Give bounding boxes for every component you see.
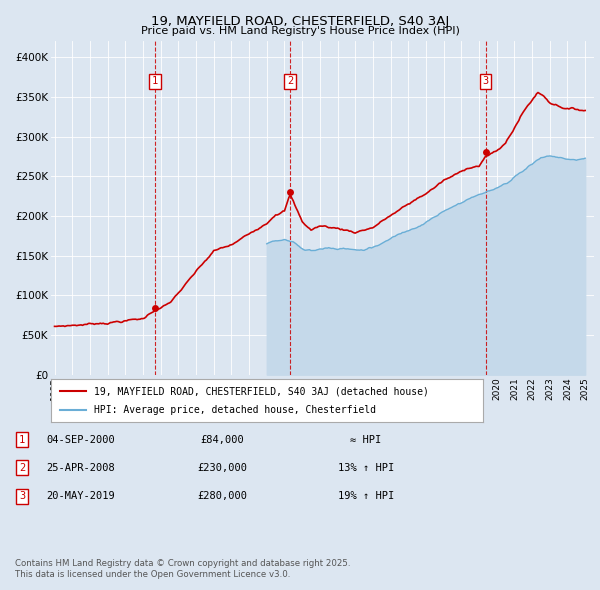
Text: £280,000: £280,000 [197,491,247,501]
Text: 2: 2 [287,76,293,86]
Text: 20-MAY-2019: 20-MAY-2019 [47,491,115,501]
Text: Price paid vs. HM Land Registry's House Price Index (HPI): Price paid vs. HM Land Registry's House … [140,26,460,36]
Text: 19% ↑ HPI: 19% ↑ HPI [338,491,394,501]
Text: This data is licensed under the Open Government Licence v3.0.: This data is licensed under the Open Gov… [15,571,290,579]
Text: 3: 3 [19,491,25,501]
Text: 04-SEP-2000: 04-SEP-2000 [47,435,115,444]
Text: Contains HM Land Registry data © Crown copyright and database right 2025.: Contains HM Land Registry data © Crown c… [15,559,350,568]
Text: 25-APR-2008: 25-APR-2008 [47,463,115,473]
Text: 1: 1 [152,76,158,86]
Text: HPI: Average price, detached house, Chesterfield: HPI: Average price, detached house, Ches… [94,405,376,415]
Text: 19, MAYFIELD ROAD, CHESTERFIELD, S40 3AJ (detached house): 19, MAYFIELD ROAD, CHESTERFIELD, S40 3AJ… [94,386,429,396]
Text: 19, MAYFIELD ROAD, CHESTERFIELD, S40 3AJ: 19, MAYFIELD ROAD, CHESTERFIELD, S40 3AJ [151,15,449,28]
Text: £84,000: £84,000 [200,435,244,444]
Text: 3: 3 [482,76,489,86]
Text: 2: 2 [19,463,25,473]
Text: 13% ↑ HPI: 13% ↑ HPI [338,463,394,473]
Text: £230,000: £230,000 [197,463,247,473]
Text: ≈ HPI: ≈ HPI [350,435,382,444]
Text: 1: 1 [19,435,25,444]
